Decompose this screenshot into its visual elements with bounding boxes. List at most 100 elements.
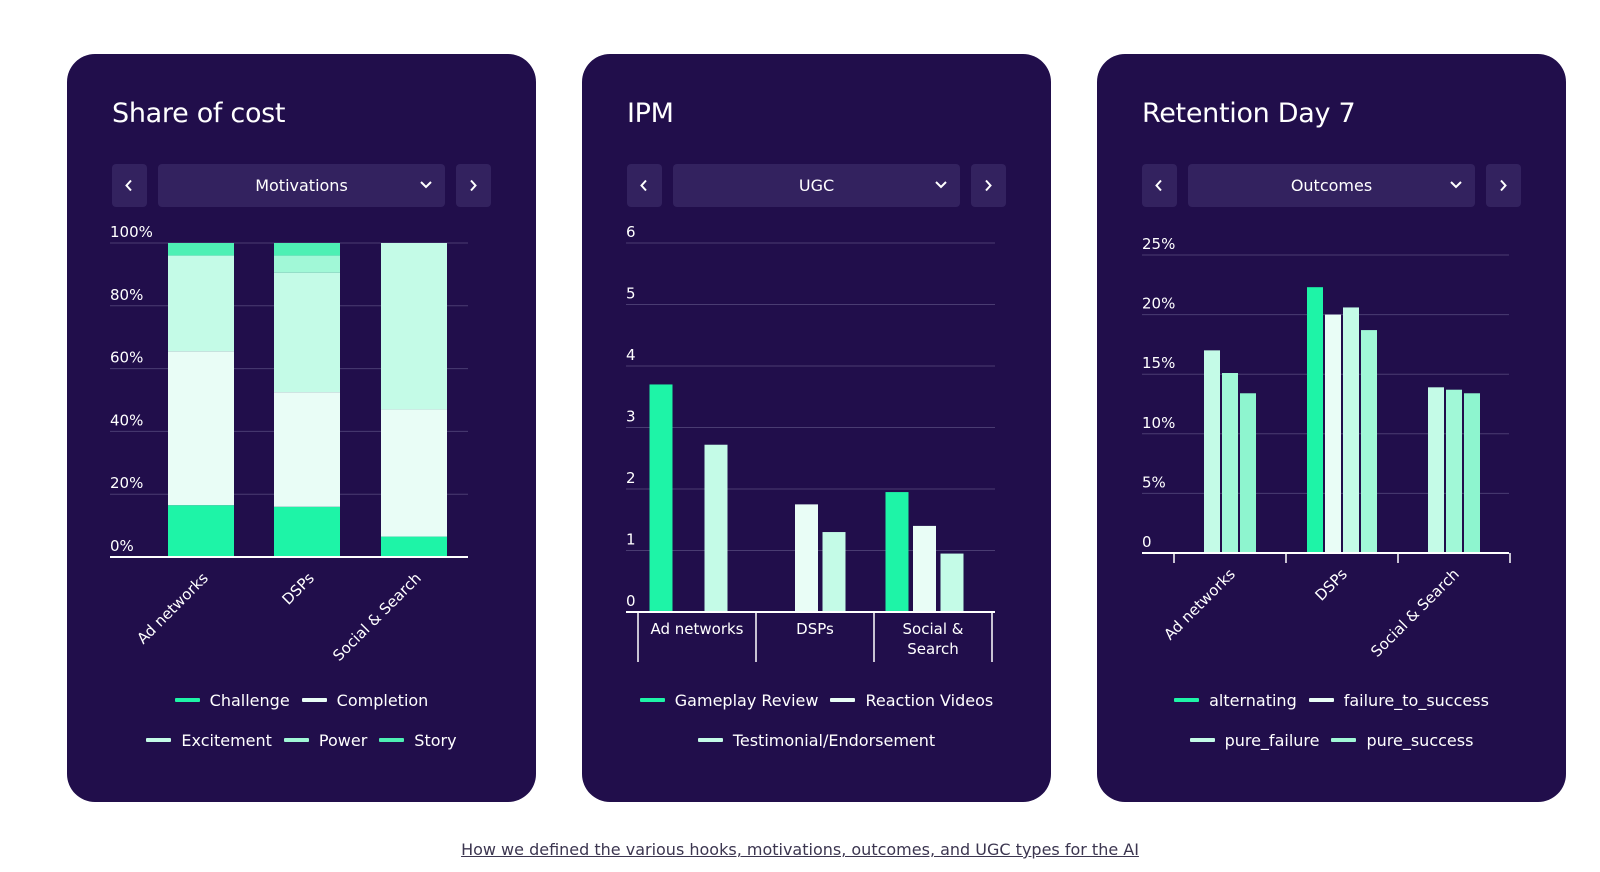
bar-segment bbox=[168, 505, 234, 557]
legend-swatch bbox=[301, 698, 327, 702]
methodology-link[interactable]: How we defined the various hooks, motiva… bbox=[461, 840, 1139, 859]
y-tick-label: 15% bbox=[1142, 354, 1175, 372]
chevron-left-icon bbox=[125, 179, 132, 192]
x-tick-label: Ad networks bbox=[133, 569, 212, 648]
chevron-right-icon bbox=[470, 179, 477, 192]
legend-item[interactable]: Testimonial/Endorsement bbox=[697, 731, 935, 750]
legend-swatch bbox=[283, 738, 309, 742]
bar bbox=[1204, 350, 1220, 553]
legend-swatch bbox=[1331, 738, 1357, 742]
chevron-down-icon bbox=[935, 181, 947, 189]
legend-item[interactable]: pure_success bbox=[1331, 731, 1473, 750]
legend-label: pure_success bbox=[1366, 730, 1474, 750]
legend-swatch bbox=[1189, 738, 1215, 742]
bar bbox=[1464, 393, 1480, 553]
legend-item[interactable]: Challenge bbox=[174, 691, 290, 710]
x-tick-label: Social & Search bbox=[1367, 565, 1463, 661]
selector-value: UGC bbox=[798, 176, 835, 195]
legend-item[interactable]: Completion bbox=[301, 690, 429, 710]
legend-label: Completion bbox=[336, 690, 429, 710]
prev-button[interactable] bbox=[1142, 164, 1177, 207]
legend-label: Reaction Videos bbox=[865, 690, 994, 710]
bar-segment bbox=[381, 409, 447, 537]
bar-segment bbox=[274, 506, 340, 557]
next-button[interactable] bbox=[971, 164, 1006, 207]
share-of-cost-card: Share of cost Motivations 0% 20% 40% 60% 80%… bbox=[67, 54, 536, 802]
bar bbox=[1428, 387, 1444, 553]
retention-day-7-chart: 0 5% 10% 15% 20% 25% Ad networks DSPs Social & S… bbox=[1142, 235, 1511, 661]
legend-item[interactable]: alternating bbox=[1174, 691, 1297, 710]
legend-label: pure_failure bbox=[1224, 730, 1320, 750]
y-tick-label: 40% bbox=[110, 411, 143, 429]
next-button[interactable] bbox=[456, 164, 491, 207]
bar-segment bbox=[168, 255, 234, 352]
ipm-card: IPM UGC 0 1 2 3 4 5 6 Ad networks DSPs Social & Se… bbox=[582, 54, 1051, 802]
y-tick-label: 1 bbox=[626, 531, 636, 549]
legend-swatch bbox=[174, 698, 200, 702]
selector-dropdown[interactable]: Motivations bbox=[158, 164, 445, 207]
next-button[interactable] bbox=[1486, 164, 1521, 207]
y-tick-label: 25% bbox=[1142, 235, 1175, 253]
y-tick-label: 3 bbox=[626, 408, 636, 426]
y-tick-label: 4 bbox=[626, 346, 636, 364]
legend-item[interactable]: pure_failure bbox=[1189, 730, 1320, 750]
legend-swatch bbox=[1308, 698, 1334, 702]
chevron-down-icon bbox=[1450, 181, 1462, 189]
legend-label: Power bbox=[318, 730, 368, 750]
y-tick-label: 0 bbox=[626, 592, 636, 610]
x-tick-label: DSPs bbox=[1311, 565, 1350, 604]
chart-legend: Gameplay Review Reaction Videos Testimonia… bbox=[582, 680, 1051, 760]
chevron-left-icon bbox=[1155, 179, 1162, 192]
card-title: IPM bbox=[627, 98, 674, 129]
y-tick-label: 5 bbox=[626, 285, 636, 303]
selector-dropdown[interactable]: Outcomes bbox=[1188, 164, 1475, 207]
y-tick-label: 20% bbox=[1142, 295, 1175, 313]
legend-swatch bbox=[1174, 698, 1200, 702]
bar-segment bbox=[168, 243, 234, 256]
x-tick-label: Ad networks bbox=[650, 620, 743, 638]
bar bbox=[1240, 393, 1256, 553]
y-tick-label: 0% bbox=[110, 537, 134, 555]
legend-item[interactable]: failure_to_success bbox=[1308, 691, 1489, 710]
bar bbox=[704, 444, 728, 612]
bar-segment bbox=[274, 272, 340, 393]
card-title: Share of cost bbox=[112, 98, 286, 129]
prev-button[interactable] bbox=[627, 164, 662, 207]
legend-label: Story bbox=[414, 730, 457, 750]
chevron-right-icon bbox=[985, 179, 992, 192]
legend-swatch bbox=[697, 738, 723, 742]
bar bbox=[822, 532, 846, 612]
legend-label: Excitement bbox=[181, 730, 272, 750]
bar bbox=[1307, 287, 1323, 553]
legend-swatch bbox=[379, 738, 405, 742]
card-title: Retention Day 7 bbox=[1142, 98, 1356, 129]
bar bbox=[1446, 389, 1462, 553]
chart-legend: alternating failure_to_success pure_failur… bbox=[1097, 680, 1566, 760]
y-tick-label: 5% bbox=[1142, 473, 1166, 491]
x-tick-label: Social & Search bbox=[329, 569, 425, 665]
legend-item[interactable]: Power bbox=[283, 730, 368, 750]
bar bbox=[795, 504, 818, 612]
prev-button[interactable] bbox=[112, 164, 147, 207]
legend-row: Excitement Power Story bbox=[67, 720, 536, 760]
legend-item[interactable]: Gameplay Review bbox=[639, 691, 818, 710]
y-tick-label: 0 bbox=[1142, 533, 1152, 551]
bar bbox=[1361, 330, 1377, 553]
legend-label: alternating bbox=[1209, 690, 1297, 710]
y-tick-label: 100% bbox=[110, 223, 153, 241]
chevron-down-icon bbox=[420, 181, 432, 189]
chevron-left-icon bbox=[640, 179, 647, 192]
legend-row: Challenge Completion bbox=[67, 680, 536, 720]
bar bbox=[649, 384, 673, 612]
bar bbox=[1343, 307, 1359, 553]
legend-item[interactable]: Excitement bbox=[146, 731, 272, 750]
chart-legend: Challenge Completion Excitement Power Story bbox=[67, 680, 536, 760]
x-tick-label: Search bbox=[907, 640, 959, 658]
legend-row: pure_failure pure_success bbox=[1097, 720, 1566, 760]
legend-swatch bbox=[830, 698, 856, 702]
legend-item[interactable]: Reaction Videos bbox=[830, 691, 993, 710]
y-tick-label: 60% bbox=[110, 349, 143, 367]
selector-dropdown[interactable]: UGC bbox=[673, 164, 960, 207]
bar-segment bbox=[168, 351, 234, 506]
legend-item[interactable]: Story bbox=[379, 730, 457, 750]
